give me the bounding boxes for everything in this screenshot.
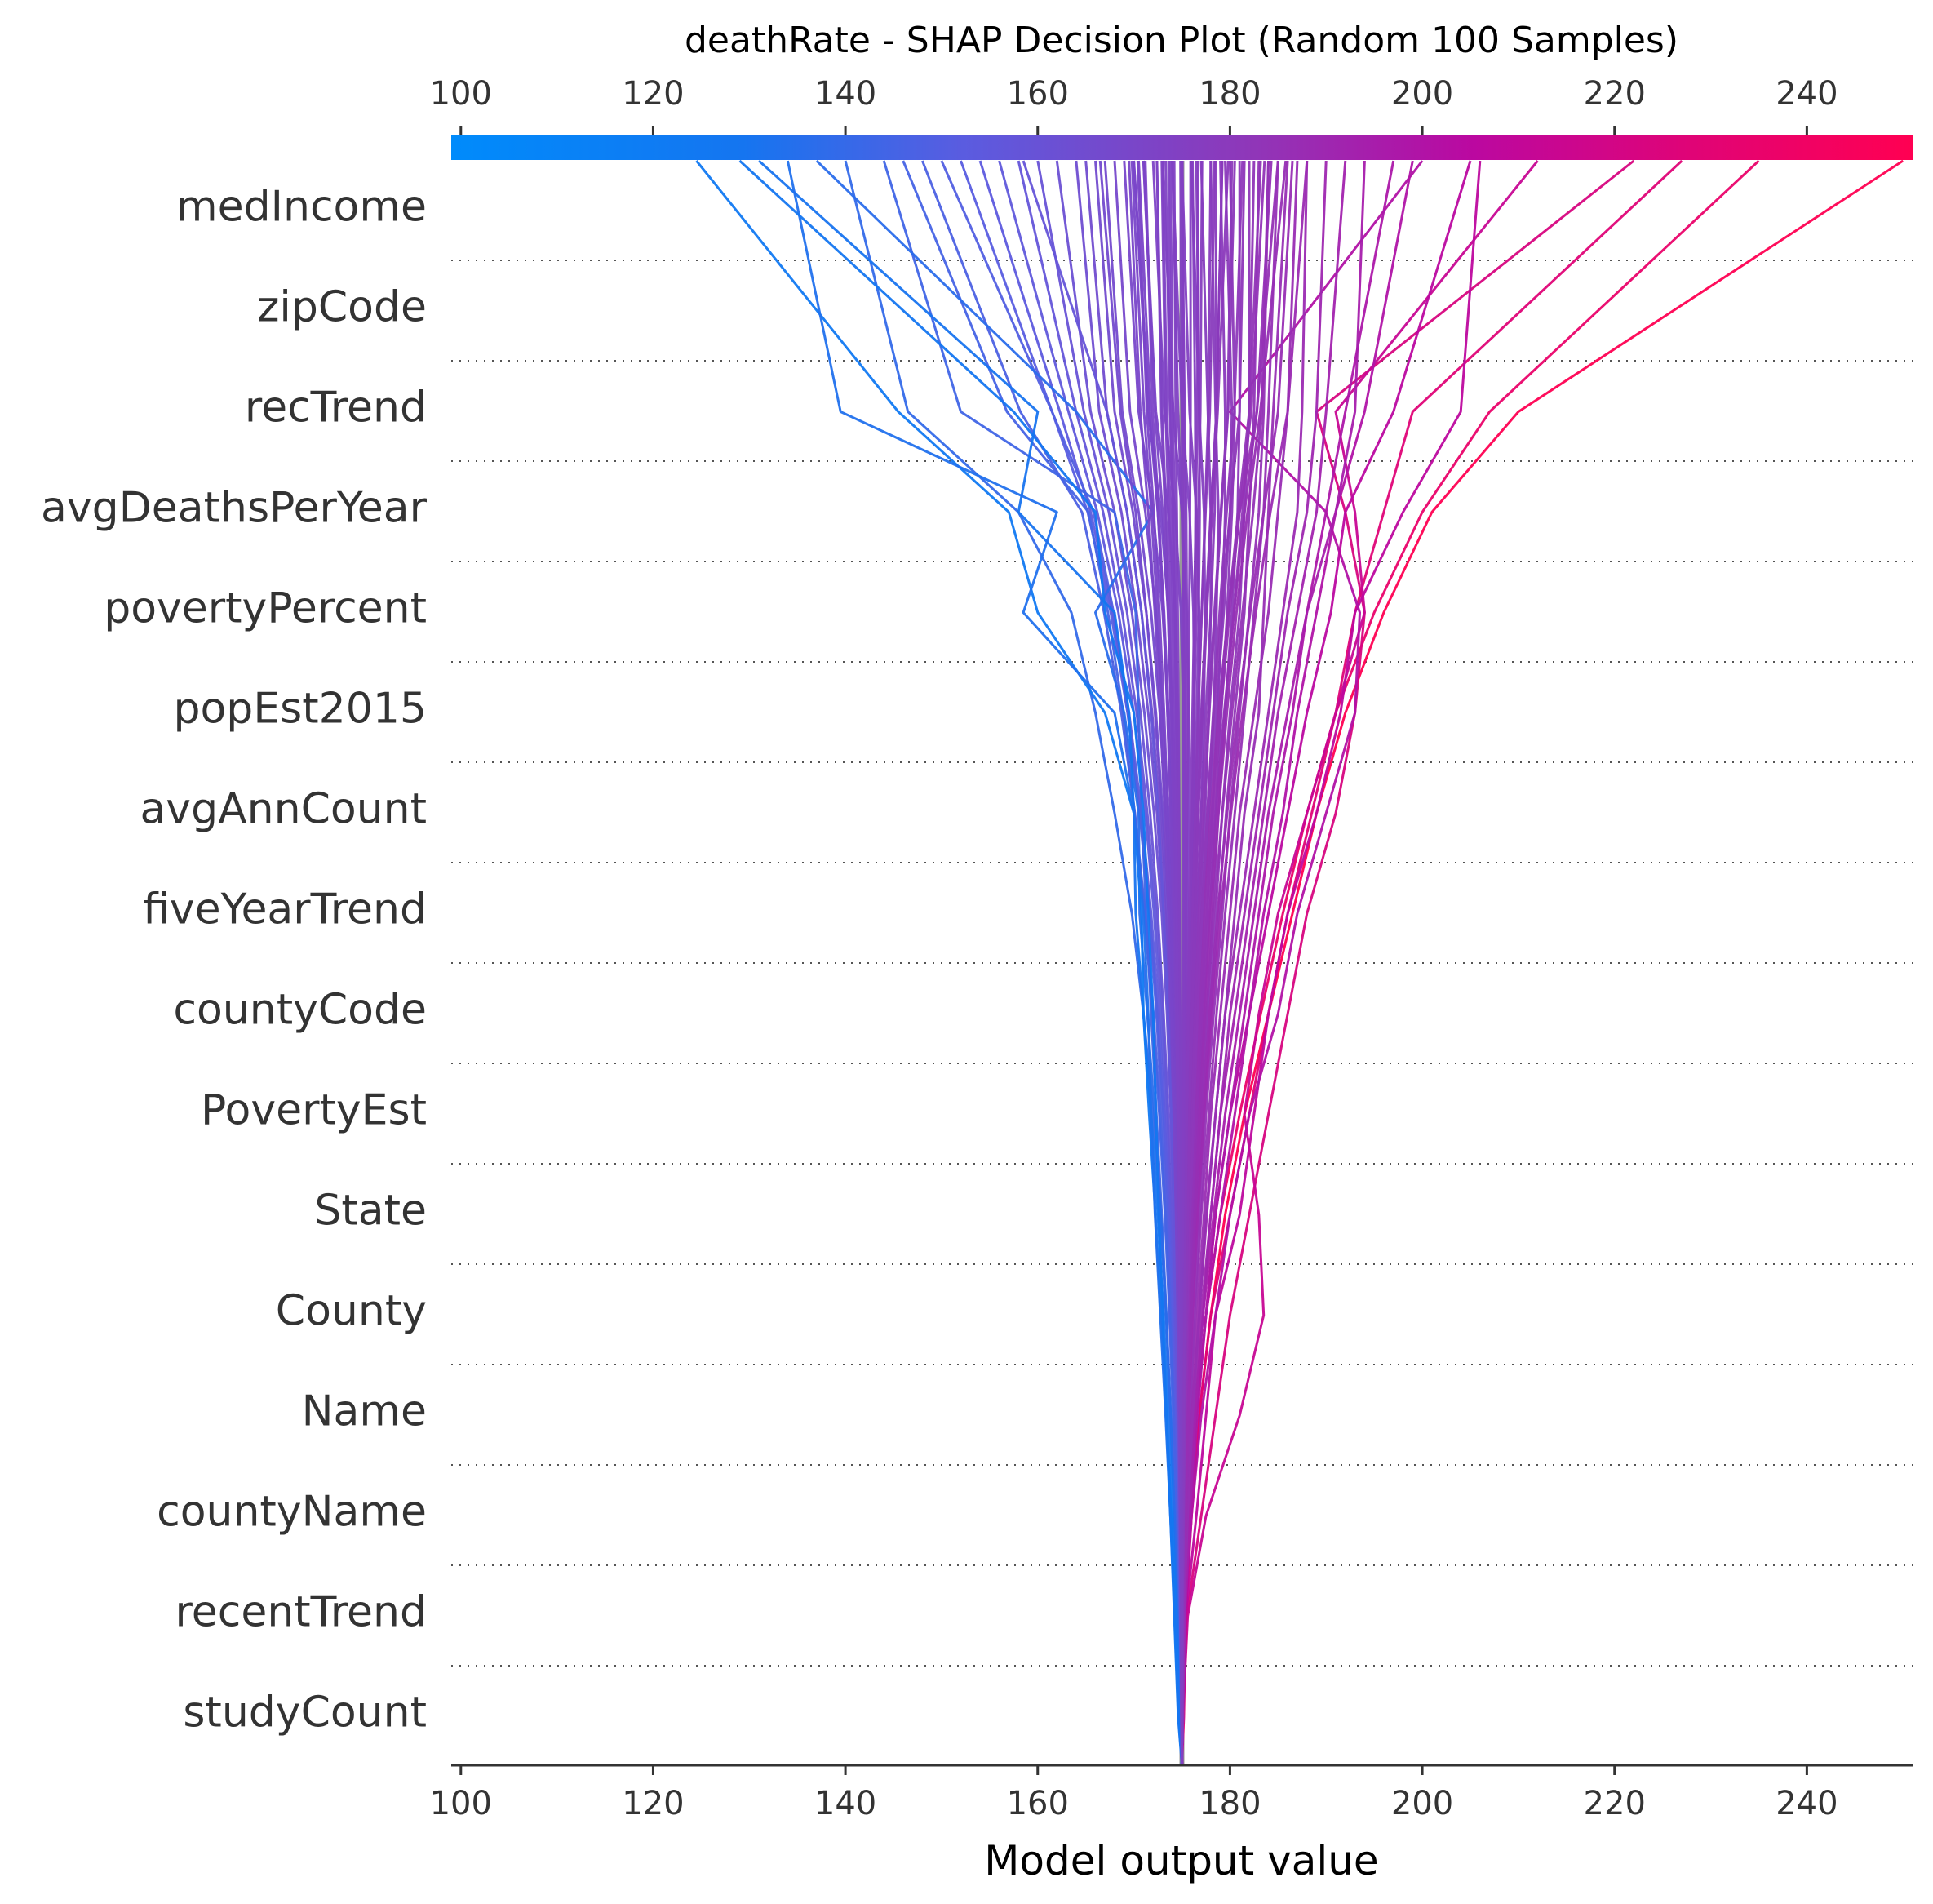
top-axis: 100 120 140 160 180 200 220 240	[430, 75, 1838, 135]
bottom-tick-label: 200	[1391, 1785, 1453, 1822]
top-tick-label: 200	[1391, 75, 1453, 113]
feature-label: popEst2015	[173, 685, 427, 734]
bottom-axis: 100 120 140 160 180 200 220 240	[430, 1765, 1838, 1822]
feature-label: State	[314, 1187, 427, 1236]
decision-line	[1181, 160, 1482, 1766]
bottom-tick-label: 160	[1007, 1785, 1069, 1822]
feature-label: countyCode	[173, 986, 427, 1035]
bottom-tick-label: 140	[814, 1785, 876, 1822]
feature-label: medIncome	[176, 183, 427, 232]
feature-label: povertyPercent	[104, 584, 427, 633]
feature-labels: medIncome zipCode recTrend avgDeathsPerYear…	[41, 183, 428, 1738]
decision-line	[1173, 160, 1183, 1766]
feature-label: PovertyEst	[201, 1086, 427, 1135]
decision-line	[695, 160, 1183, 1766]
bottom-tick-label: 220	[1584, 1785, 1646, 1822]
decision-line	[738, 159, 1183, 1766]
bottom-tick-label: 240	[1776, 1785, 1838, 1822]
feature-label: County	[276, 1287, 427, 1336]
feature-label: recentTrend	[175, 1588, 427, 1637]
feature-label: recTrend	[245, 384, 427, 433]
bottom-tick-label: 120	[622, 1785, 684, 1822]
decision-line	[1181, 159, 1904, 1766]
decision-line	[786, 160, 1183, 1766]
top-tick-label: 120	[622, 75, 684, 113]
top-tick-label: 180	[1199, 75, 1261, 113]
feature-label: countyName	[157, 1488, 427, 1537]
bottom-tick-label: 180	[1199, 1785, 1261, 1822]
x-axis-label: Model output value	[984, 1837, 1378, 1884]
top-tick-label: 140	[814, 75, 876, 113]
decision-line	[1181, 160, 1539, 1766]
feature-label: avgAnnCount	[140, 785, 427, 834]
decision-line	[1181, 160, 1347, 1766]
top-tick-label: 220	[1584, 75, 1646, 113]
feature-label: avgDeathsPerYear	[41, 484, 428, 533]
top-tick-label: 240	[1776, 75, 1838, 113]
colorbar	[451, 135, 1913, 160]
decision-lines	[695, 159, 1904, 1766]
decision-line	[844, 160, 1183, 1766]
feature-label: zipCode	[257, 283, 427, 332]
bottom-tick-label: 100	[430, 1785, 492, 1822]
decision-line	[1181, 160, 1288, 1766]
feature-label: Name	[302, 1387, 427, 1436]
top-tick-label: 160	[1007, 75, 1069, 113]
decision-line	[1181, 159, 1635, 1766]
feature-label: studyCount	[183, 1689, 427, 1738]
top-tick-label: 100	[430, 75, 492, 113]
feature-label: fiveYearTrend	[143, 885, 427, 934]
chart-title: deathRate - SHAP Decision Plot (Random 1…	[685, 20, 1678, 61]
